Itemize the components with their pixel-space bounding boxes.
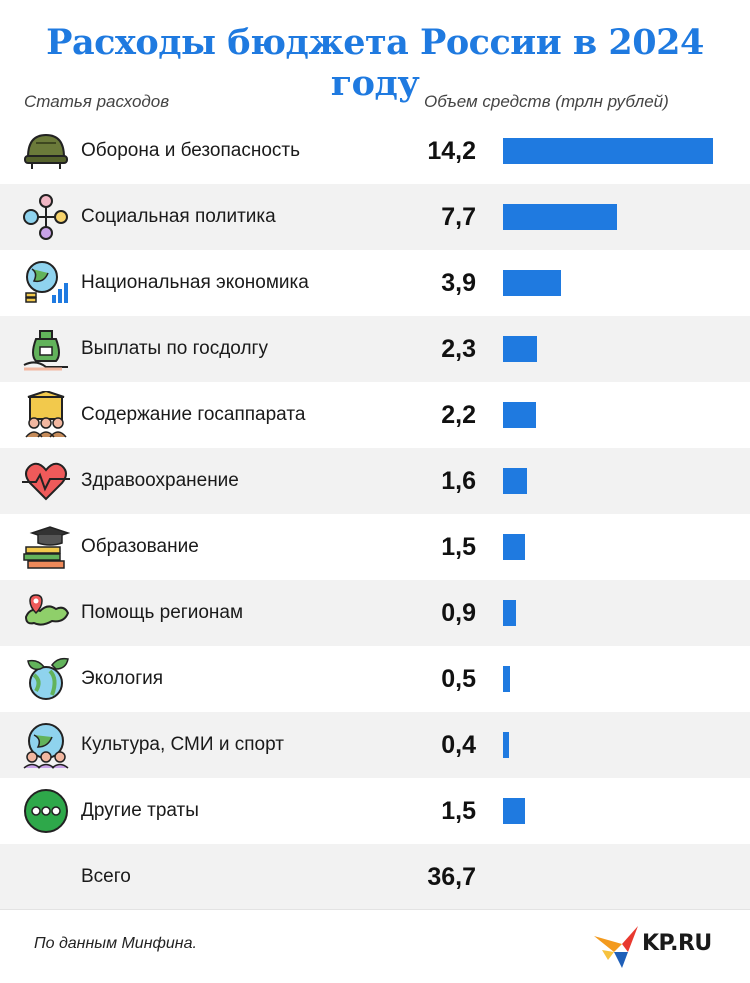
table-row: Социальная политика 7,7 bbox=[0, 184, 750, 250]
books-graduation-icon bbox=[23, 526, 70, 569]
category-label: Образование bbox=[81, 536, 199, 557]
value-label: 1,5 bbox=[441, 797, 476, 825]
value-label: 7,7 bbox=[441, 203, 476, 231]
bar bbox=[503, 798, 525, 824]
category-label: Культура, СМИ и спорт bbox=[81, 734, 284, 755]
total-value: 36,7 bbox=[427, 863, 476, 891]
helmet-icon bbox=[24, 133, 68, 169]
heart-pulse-icon bbox=[22, 462, 70, 501]
culture-globe-people-icon bbox=[23, 723, 69, 769]
page-title: Расходы бюджета России в 2024 году bbox=[46, 22, 704, 104]
category-label: Помощь регионам bbox=[81, 602, 244, 623]
total-row: Всего 36,7 bbox=[0, 844, 750, 910]
category-label: Экология bbox=[81, 668, 164, 689]
bar bbox=[503, 666, 510, 692]
table-row: Здравоохранение 1,6 bbox=[0, 448, 750, 514]
source-note: По данным Минфина. bbox=[34, 935, 197, 952]
bar bbox=[503, 600, 516, 626]
value-label: 2,3 bbox=[441, 335, 476, 363]
government-staff-icon bbox=[25, 391, 67, 438]
value-label: 0,9 bbox=[441, 599, 476, 627]
column-header-category: Статья расходов bbox=[24, 92, 170, 111]
value-label: 1,6 bbox=[441, 467, 476, 495]
table-row: Экология 0,5 bbox=[0, 646, 750, 712]
table-row: Другие траты 1,5 bbox=[0, 778, 750, 844]
category-label: Здравоохранение bbox=[81, 470, 239, 491]
russia-map-pin-icon bbox=[24, 594, 70, 626]
table-row: Оборона и безопасность 14,2 bbox=[0, 118, 750, 184]
bar bbox=[503, 732, 509, 758]
logo-text: KP.RU bbox=[642, 931, 712, 956]
column-header-amount: Объем средств (трлн рублей) bbox=[424, 92, 669, 111]
bar bbox=[503, 468, 527, 494]
bar bbox=[503, 270, 561, 296]
budget-table: Оборона и безопасность 14,2 Социальная пол… bbox=[0, 118, 750, 910]
kp-logo: KP.RU bbox=[592, 922, 732, 970]
eco-globe-icon bbox=[27, 657, 69, 700]
bird-logo-icon bbox=[594, 926, 638, 968]
category-label: Социальная политика bbox=[81, 206, 276, 227]
bar bbox=[503, 402, 536, 428]
total-label: Всего bbox=[81, 866, 131, 887]
table-row: Помощь регионам 0,9 bbox=[0, 580, 750, 646]
bar bbox=[503, 534, 525, 560]
table-row: Образование 1,5 bbox=[0, 514, 750, 580]
value-label: 0,5 bbox=[441, 665, 476, 693]
category-label: Выплаты по госдолгу bbox=[81, 338, 268, 359]
value-label: 3,9 bbox=[441, 269, 476, 297]
social-network-icon bbox=[23, 194, 68, 240]
value-label: 2,2 bbox=[441, 401, 476, 429]
value-label: 0,4 bbox=[441, 731, 476, 759]
more-dots-icon bbox=[24, 789, 68, 833]
value-label: 1,5 bbox=[441, 533, 476, 561]
value-label: 14,2 bbox=[427, 137, 476, 165]
bar bbox=[503, 138, 713, 164]
table-row: Культура, СМИ и спорт 0,4 bbox=[0, 712, 750, 778]
money-bag-hand-icon bbox=[23, 330, 68, 371]
category-label: Оборона и безопасность bbox=[81, 140, 300, 161]
category-label: Другие траты bbox=[81, 800, 199, 821]
category-label: Национальная экономика bbox=[81, 272, 309, 293]
table-row: Выплаты по госдолгу 2,3 bbox=[0, 316, 750, 382]
table-row: Национальная экономика 3,9 bbox=[0, 250, 750, 316]
globe-economy-icon bbox=[25, 261, 68, 303]
bar bbox=[503, 336, 537, 362]
table-row: Содержание госаппарата 2,2 bbox=[0, 382, 750, 448]
bar bbox=[503, 204, 617, 230]
category-label: Содержание госаппарата bbox=[81, 404, 306, 425]
